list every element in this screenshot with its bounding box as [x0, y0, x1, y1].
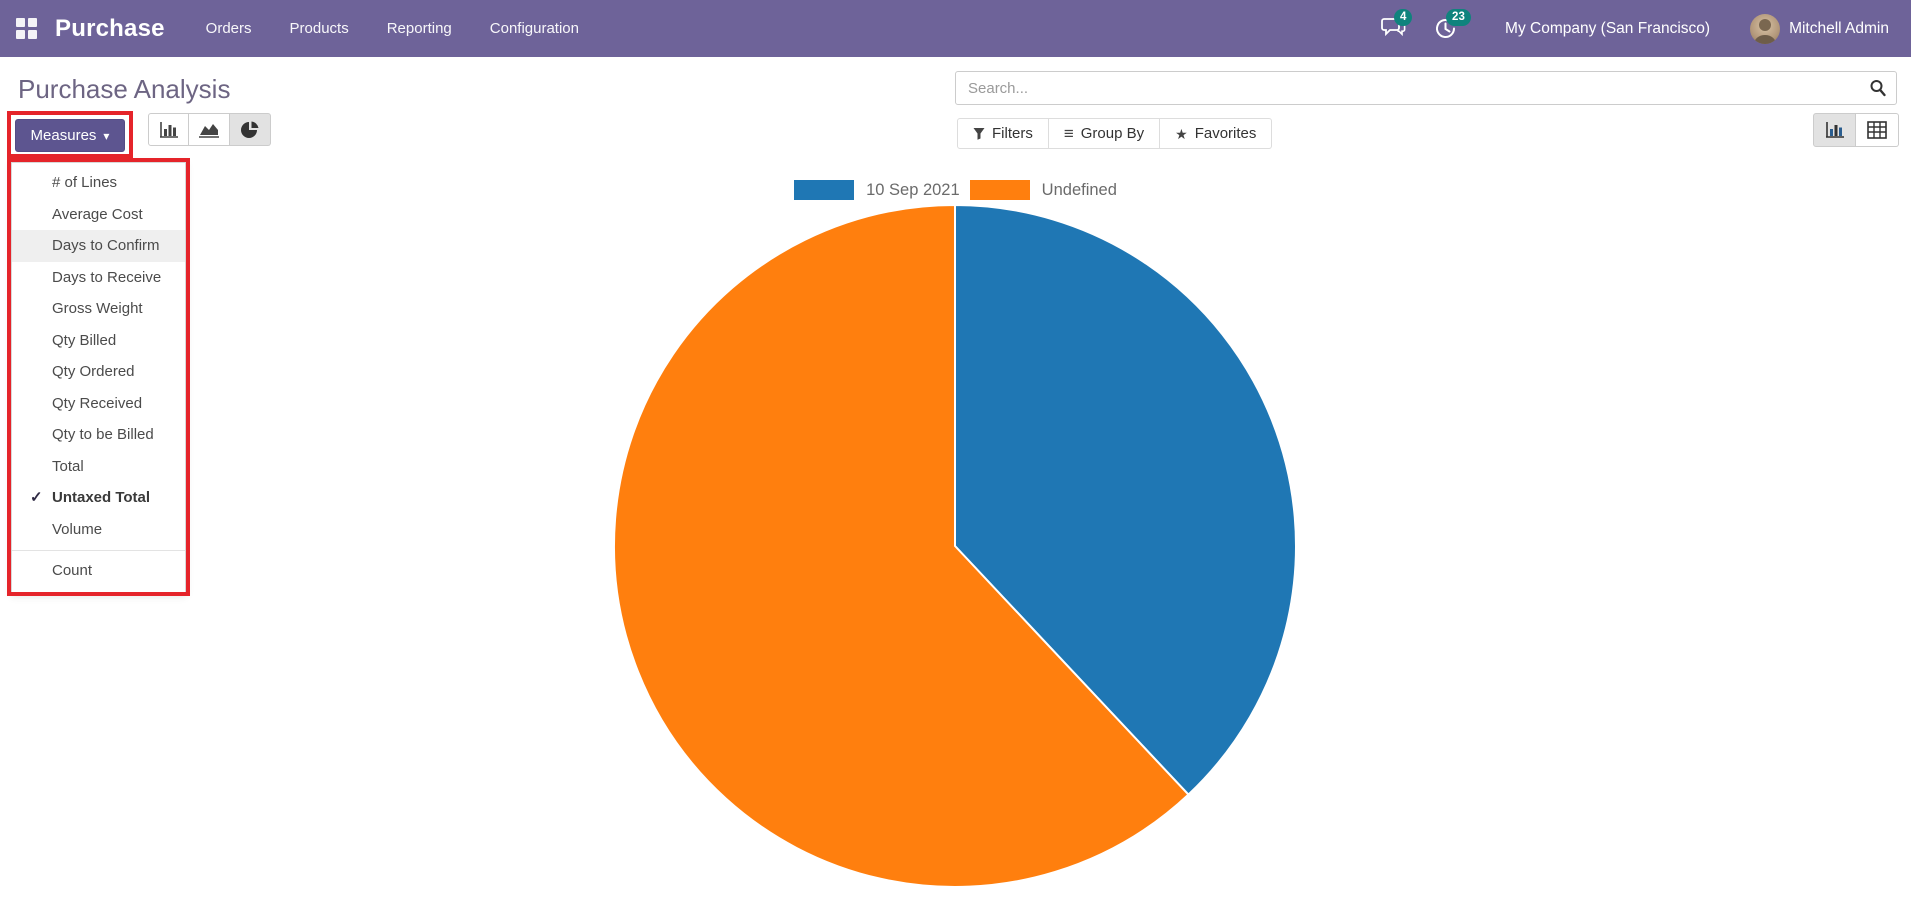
- graph-view-button[interactable]: [1813, 113, 1856, 147]
- nav-menu-products[interactable]: Products: [289, 20, 349, 37]
- funnel-icon: [973, 127, 985, 140]
- view-switcher: [1813, 113, 1899, 147]
- user-name: Mitchell Admin: [1789, 19, 1889, 37]
- legend-label: Undefined: [1041, 180, 1117, 199]
- legend-swatch: [794, 180, 855, 200]
- company-switcher[interactable]: My Company (San Francisco): [1505, 19, 1711, 37]
- nav-menu-orders[interactable]: Orders: [205, 20, 252, 37]
- measure-item-volume[interactable]: Volume: [52, 520, 103, 538]
- measure-item-untaxed-total[interactable]: ✓ Untaxed Total: [12, 482, 185, 514]
- group-by-icon: ≡: [1063, 124, 1074, 143]
- legend-item-undefined[interactable]: Undefined: [969, 180, 1117, 200]
- measure-item--of-lines[interactable]: # of Lines: [52, 174, 118, 191]
- line-chart-button[interactable]: [189, 113, 230, 146]
- bar-chart-button[interactable]: [148, 113, 189, 146]
- measures-dropdown: # of Lines Average Cost Days to Confirm Day…: [11, 162, 186, 594]
- search-bar: [955, 71, 1897, 105]
- menu-divider: [12, 550, 185, 551]
- measure-item-qty-received[interactable]: Qty Received: [52, 394, 143, 412]
- measure-item-qty-ordered[interactable]: Qty Ordered: [52, 363, 135, 380]
- pie-chart-icon: [241, 121, 259, 138]
- nav-menu-reporting[interactable]: Reporting: [386, 20, 452, 37]
- chart-type-switcher: [148, 113, 271, 146]
- check-icon: ✓: [30, 489, 43, 506]
- pie-chart: [612, 203, 1297, 888]
- measure-item-count[interactable]: Count: [52, 562, 93, 579]
- legend-item-10-sep-2021[interactable]: 10 Sep 2021: [794, 180, 960, 200]
- messages-badge: 4: [1394, 8, 1413, 26]
- app-title[interactable]: Purchase: [55, 14, 165, 42]
- legend-label: 10 Sep 2021: [866, 180, 960, 199]
- activities-badge: 23: [1446, 8, 1471, 26]
- graph-view-icon: [1825, 122, 1844, 138]
- systray: 4 23 My Company (San Francisco) Mitchell…: [1355, 8, 1911, 44]
- pie-slice-undefined: [612, 203, 1190, 888]
- apps-grid-icon[interactable]: [16, 17, 38, 40]
- pie-chart-button[interactable]: [230, 113, 271, 146]
- filters-button[interactable]: Filters: [957, 118, 1049, 149]
- measure-item-days-to-receive[interactable]: Days to Receive: [52, 268, 162, 286]
- pie-slice-10-sep-2021: [954, 203, 1297, 797]
- pivot-view-icon: [1867, 121, 1887, 139]
- measure-item-average-cost[interactable]: Average Cost: [52, 205, 143, 223]
- search-options: Filters ≡ Group By ★ Favorites: [957, 118, 1273, 149]
- avatar: [1750, 13, 1781, 44]
- search-input[interactable]: [956, 79, 1860, 97]
- main-menu: Orders Products Reporting Configuration: [187, 0, 598, 57]
- top-navbar: Purchase Orders Products Reporting Configur…: [0, 0, 1911, 57]
- measure-item-qty-to-be-billed[interactable]: Qty to be Billed: [52, 426, 154, 443]
- nav-menu-configuration[interactable]: Configuration: [489, 20, 579, 37]
- measures-button[interactable]: Measures ▾: [15, 119, 125, 152]
- measure-item-total[interactable]: Total: [52, 457, 84, 475]
- bar-chart-icon: [159, 121, 178, 138]
- chart-legend: 10 Sep 2021 Undefined: [0, 180, 1911, 200]
- favorites-button[interactable]: ★ Favorites: [1160, 118, 1273, 149]
- group-by-button[interactable]: ≡ Group By: [1048, 118, 1161, 149]
- search-button[interactable]: [1860, 72, 1896, 104]
- area-chart-icon: [199, 123, 219, 138]
- messages-button[interactable]: 4: [1381, 8, 1413, 42]
- search-icon: [1870, 80, 1886, 97]
- star-icon: ★: [1175, 125, 1188, 142]
- pivot-view-button[interactable]: [1856, 113, 1899, 147]
- measure-item-days-to-confirm[interactable]: Days to Confirm: [12, 230, 185, 262]
- caret-down-icon: ▾: [103, 128, 110, 143]
- measure-item-gross-weight[interactable]: Gross Weight: [52, 300, 143, 317]
- legend-swatch: [969, 180, 1030, 200]
- activities-button[interactable]: 23: [1433, 8, 1471, 42]
- page-title: Purchase Analysis: [18, 74, 231, 104]
- user-menu[interactable]: Mitchell Admin: [1750, 13, 1889, 44]
- measure-item-qty-billed[interactable]: Qty Billed: [52, 331, 117, 349]
